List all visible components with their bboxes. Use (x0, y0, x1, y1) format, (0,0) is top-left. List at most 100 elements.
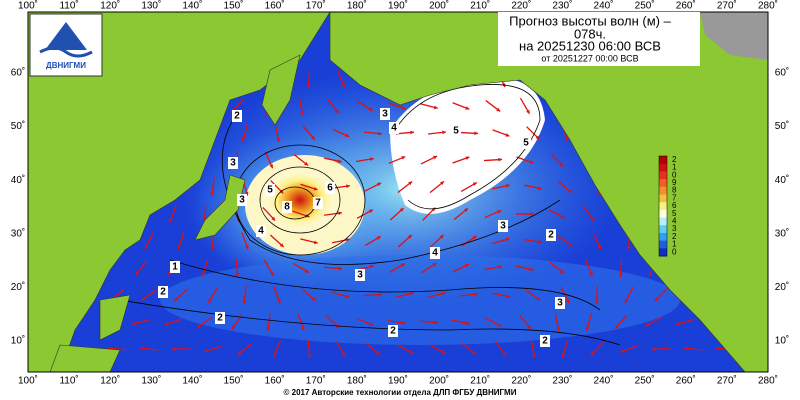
wind-arrow-head (341, 83, 345, 88)
wind-arrow-head (645, 322, 650, 327)
wind-arrow-head (561, 214, 566, 219)
contour-label-bg (313, 197, 323, 209)
wind-arrow-head (376, 351, 380, 355)
wind-arrow-head (235, 273, 240, 277)
colorbar-swatch (659, 240, 667, 249)
contour-label: 1 (172, 262, 178, 273)
wind-arrow-head (615, 324, 619, 329)
contour-label-bg (451, 125, 461, 137)
colorbar-swatch (659, 209, 667, 219)
lon-label: 170˚ (306, 375, 326, 387)
wind-arrow-head (377, 182, 382, 187)
wind-arrow-head (538, 239, 542, 244)
title-box (498, 12, 700, 66)
wind-arrow-head (369, 264, 374, 269)
contour-label: 4 (258, 226, 264, 237)
wind-arrow-head (346, 238, 350, 242)
lon-label: 280˚ (758, 375, 778, 387)
logo: ДВНИГМИ (29, 13, 103, 77)
wind-arrow-head (465, 263, 470, 268)
wind-arrow-head (410, 130, 414, 135)
wind-arrow-head (597, 245, 602, 250)
colorbar-swatch (659, 232, 667, 242)
lon-label: 240˚ (594, 375, 614, 387)
wind-arrow-head (132, 321, 137, 326)
wind-arrow-head (652, 347, 656, 352)
wind-arrow-head (649, 272, 653, 277)
lon-label: 260˚ (676, 375, 696, 387)
wind-arrow-head (399, 207, 404, 212)
wind-arrow-head (311, 135, 315, 140)
lon-label: 170˚ (306, 0, 326, 12)
wind-arrow-head (402, 320, 406, 325)
lon-label: 280˚ (758, 0, 778, 12)
wind-arrow-head (177, 245, 181, 250)
wind-arrow-head (590, 217, 595, 222)
wind-arrow-head (564, 137, 569, 142)
wind-arrow-head (174, 297, 179, 302)
wind-arrow-head (620, 349, 625, 353)
colorbar-label: 8 (672, 186, 677, 195)
lon-label: 210˚ (470, 375, 490, 387)
wind-arrow-head (529, 267, 534, 272)
lon-label: 130˚ (141, 0, 161, 12)
logo-icon (45, 22, 87, 50)
lon-label: 120˚ (100, 375, 120, 387)
wind-arrow-head (676, 321, 681, 326)
wind-arrow-head (559, 162, 564, 167)
wind-arrow-head (618, 273, 623, 277)
lat-label: 10˚ (11, 335, 25, 347)
wind-arrow-head (474, 292, 478, 297)
wind-arrow-head (505, 183, 510, 188)
lat-label: 20˚ (775, 281, 789, 293)
contour-label: 7 (315, 198, 321, 209)
wind-arrow-head (238, 351, 243, 355)
lat-label: 40˚ (775, 174, 789, 186)
wind-arrow-head (346, 184, 350, 189)
contour-label: 4 (432, 248, 438, 259)
title-line: на 20251230 06:00 ВСВ (519, 38, 661, 53)
colorbar-swatch (659, 202, 667, 211)
wind-arrow-head (378, 292, 382, 297)
wind-arrow-head (311, 297, 316, 301)
lat-label: 50˚ (11, 120, 25, 132)
contour-label-bg (389, 122, 399, 134)
colorbar-label: 4 (672, 216, 677, 225)
logo-text: ДВНИГМИ (46, 61, 86, 70)
contour-label: 8 (284, 202, 290, 213)
wind-arrow-head (210, 246, 215, 250)
wind-arrow-head (208, 298, 212, 303)
high-field (390, 78, 545, 214)
lon-label: 150˚ (224, 0, 244, 12)
lon-label: 250˚ (635, 0, 655, 12)
contour-label: 2 (390, 326, 396, 337)
colorbar-label: 2 (672, 232, 677, 241)
wind-arrow-head (556, 326, 561, 331)
colorbar-label: 2 (672, 155, 677, 164)
field (160, 255, 680, 345)
lon-label: 180˚ (347, 375, 367, 387)
contour-label: 2 (160, 287, 166, 298)
lon-label: 230˚ (552, 375, 572, 387)
colorbar-label: 5 (672, 209, 677, 218)
lon-label: 110˚ (59, 0, 78, 12)
wind-arrow-head (204, 348, 209, 353)
title-line: 078ч. (574, 26, 606, 41)
wind-arrow-head (400, 263, 405, 267)
lon-label: 230˚ (552, 0, 572, 12)
wind-arrow-head (505, 237, 510, 242)
contour-label: 3 (382, 109, 388, 120)
wind-arrow-head (472, 182, 477, 186)
contour-label-bg (355, 269, 365, 281)
contour-label-bg (521, 137, 531, 149)
wind-arrow-head (201, 272, 206, 277)
contour-label: 3 (500, 221, 506, 232)
wind-arrow-head (408, 349, 413, 354)
colorbar-swatch (659, 225, 667, 234)
wind-arrow-head (368, 209, 373, 214)
wind-arrow-head (464, 208, 468, 213)
wind-arrow-head (465, 106, 470, 110)
map-area (28, 12, 768, 372)
colorbar-frame (658, 155, 668, 257)
lat-label: 20˚ (11, 281, 25, 293)
